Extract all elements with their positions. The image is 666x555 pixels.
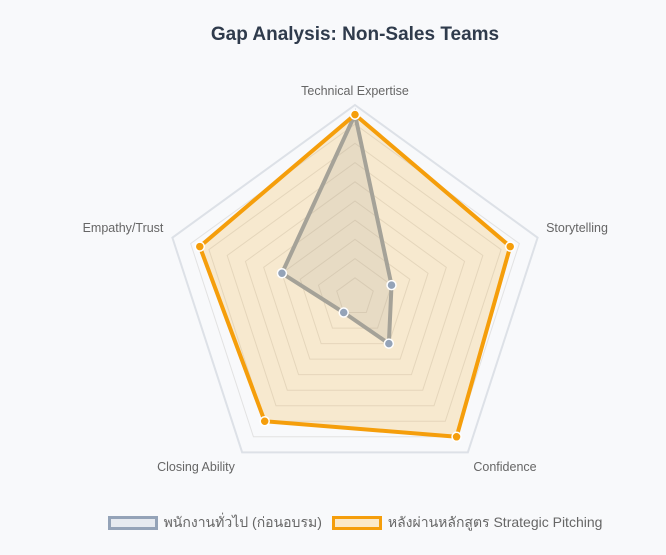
legend-item-before[interactable]: พนักงานทั่วไป (ก่อนอบรม)	[107, 512, 322, 534]
legend-label-after: หลังผ่านหลักสูตร Strategic Pitching	[387, 514, 603, 530]
grid-ring	[190, 123, 520, 438]
legend-item-after[interactable]: หลังผ่านหลักสูตร Strategic Pitching	[331, 512, 603, 534]
chart-title: Gap Analysis: Non-Sales Teams	[210, 24, 500, 45]
data-point	[451, 431, 462, 443]
grid-ring	[171, 103, 539, 454]
grid-ring	[263, 200, 447, 376]
axis-label: Storytelling	[546, 221, 608, 235]
grid-ring	[208, 142, 502, 422]
grid-ring	[244, 181, 466, 391]
grid-ring	[281, 219, 429, 360]
data-point	[504, 241, 516, 252]
data-point	[383, 338, 395, 349]
data-point	[386, 279, 397, 291]
grid-ring	[336, 277, 374, 314]
legend: พนักงานทั่วไป (ก่อนอบรม) หลังผ่านหลักสูต…	[0, 512, 666, 534]
legend-label-before: พนักงานทั่วไป (ก่อนอบรม)	[163, 514, 322, 530]
grid-ring	[299, 238, 411, 345]
axis-label: Closing Ability	[157, 460, 236, 474]
legend-swatch-before	[107, 516, 158, 530]
grid-ring	[317, 257, 393, 329]
series-area-1	[197, 111, 513, 439]
data-point	[349, 109, 361, 120]
grid-ring	[226, 161, 484, 407]
data-point	[259, 416, 270, 427]
axis-label: Empathy/Trust	[83, 221, 164, 235]
axis-label: Technical Expertise	[301, 84, 409, 98]
data-point	[338, 307, 349, 318]
legend-swatch-after	[331, 516, 382, 530]
axis-label: Confidence	[473, 460, 536, 474]
data-point	[276, 268, 288, 279]
data-point	[194, 241, 206, 252]
series-area-0	[279, 108, 394, 348]
